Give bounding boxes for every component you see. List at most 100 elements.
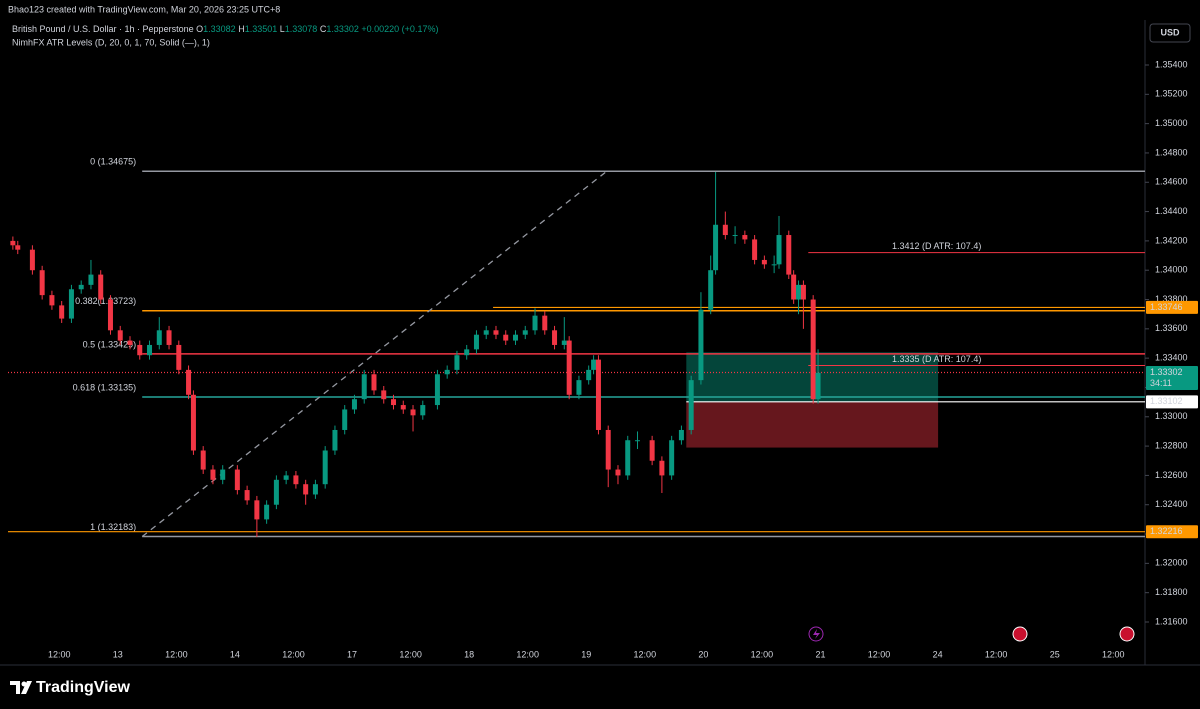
candle-body (776, 235, 782, 265)
x-tick-label: 12:00 (165, 649, 188, 659)
candle-body (732, 235, 738, 237)
y-tick-label: 1.32400 (1155, 499, 1188, 509)
candle-body (771, 264, 777, 266)
candle-body (234, 469, 240, 491)
candle-body (98, 274, 104, 300)
y-tick-label: 1.34200 (1155, 235, 1188, 245)
candle-body (210, 469, 216, 480)
candle-body (566, 340, 572, 395)
candle-body (698, 309, 704, 381)
x-tick-label: 21 (815, 649, 825, 659)
ohlc-value: 1.33082 (203, 24, 236, 34)
y-tick-label: 1.35200 (1155, 89, 1188, 99)
event-icon[interactable] (1012, 626, 1028, 642)
candle-body (522, 330, 528, 335)
y-tick-label: 1.31800 (1155, 587, 1188, 597)
candle-body (810, 299, 816, 400)
price-tag-label: 1.33746 (1150, 302, 1183, 312)
x-tick-label: 12:00 (516, 649, 539, 659)
y-tick-label: 1.34600 (1155, 177, 1188, 187)
candle-body (796, 284, 802, 300)
price-tag (1146, 366, 1198, 391)
candle-body (722, 224, 728, 236)
y-tick-label: 1.32800 (1155, 440, 1188, 450)
candle-body (708, 270, 714, 310)
events (808, 626, 1135, 642)
candle-body (586, 369, 592, 381)
x-tick-label: 19 (581, 649, 591, 659)
price-tag (1146, 525, 1198, 539)
candle-body (688, 380, 694, 430)
candle-body (464, 349, 470, 356)
candle-body (332, 429, 338, 451)
fib-label: 0.5 (1.33429) (83, 339, 137, 349)
candle-body (49, 295, 55, 306)
y-tick-label: 1.34000 (1155, 265, 1188, 275)
x-tick-label: 12:00 (282, 649, 305, 659)
candle-body (351, 399, 357, 410)
candle-body (669, 440, 675, 476)
candle-body (127, 340, 133, 345)
currency[interactable]: USD (1160, 27, 1180, 37)
candle-body (625, 440, 631, 476)
candle-body (10, 240, 16, 246)
atr-label: 1.3335 (D ATR: 107.4) (892, 354, 981, 364)
candle-body (742, 235, 748, 240)
candle-body (303, 484, 309, 495)
candle-body (678, 429, 684, 441)
event-icon[interactable] (808, 626, 824, 642)
candle-body (156, 330, 162, 345)
candle-body (147, 344, 153, 356)
candle-body (39, 270, 45, 296)
candle-body (254, 500, 260, 520)
currency-button[interactable] (1149, 23, 1191, 43)
y-tick-label: 1.32000 (1155, 558, 1188, 568)
candle-body (410, 409, 416, 416)
x-tick-label: 12:00 (751, 649, 774, 659)
candle-body (493, 330, 499, 335)
candle-body (595, 359, 601, 430)
logo (10, 681, 32, 694)
position-loss (686, 401, 939, 448)
x-tick-label: 12:00 (1102, 649, 1125, 659)
countdown: 34:11 (1150, 378, 1172, 388)
fib-label: 0.382(1.33723) (75, 296, 136, 306)
candle-body (176, 344, 182, 370)
candle-body (117, 330, 123, 341)
candle-body (454, 355, 460, 370)
candle-body (444, 369, 450, 375)
candle-body (752, 239, 758, 260)
y-tick-label: 1.33000 (1155, 411, 1188, 421)
x-tick-label: 17 (347, 649, 357, 659)
x-tick-label: 13 (113, 649, 123, 659)
candle-body (371, 374, 377, 391)
candle-body (761, 259, 767, 265)
y-tick-label: 1.33800 (1155, 294, 1188, 304)
x-tick-label: 25 (1050, 649, 1060, 659)
candle-body (381, 390, 387, 400)
y-tick-label: 1.34800 (1155, 147, 1188, 157)
candle-body (137, 344, 143, 356)
logo-mark (21, 681, 32, 694)
candle-body (391, 399, 397, 406)
candle-body (107, 299, 113, 331)
y-tick-label: 1.31600 (1155, 616, 1188, 626)
fib-label: 0 (1.34675) (90, 157, 136, 167)
symbol-legend: British Pound / U.S. Dollar · 1h · Peppe… (12, 24, 438, 34)
candle-body (273, 479, 279, 505)
ohlc-label: C (320, 24, 327, 34)
event-icon (813, 629, 820, 639)
x-tick-label: 24 (933, 649, 943, 659)
candle-body (220, 469, 226, 480)
price-tag-label: 1.33102 (1150, 396, 1183, 406)
y-tick-label: 1.35000 (1155, 118, 1188, 128)
event-icon[interactable] (1119, 626, 1135, 642)
candle-body (200, 450, 206, 470)
price-tag (1146, 300, 1198, 314)
fib-label: 1 (1.32183) (90, 522, 136, 532)
x-tick-label: 12:00 (985, 649, 1008, 659)
candle-body (361, 374, 367, 400)
y-tick-label: 1.34400 (1155, 206, 1188, 216)
y-tick-label: 1.33600 (1155, 323, 1188, 333)
candle-body (186, 369, 192, 395)
